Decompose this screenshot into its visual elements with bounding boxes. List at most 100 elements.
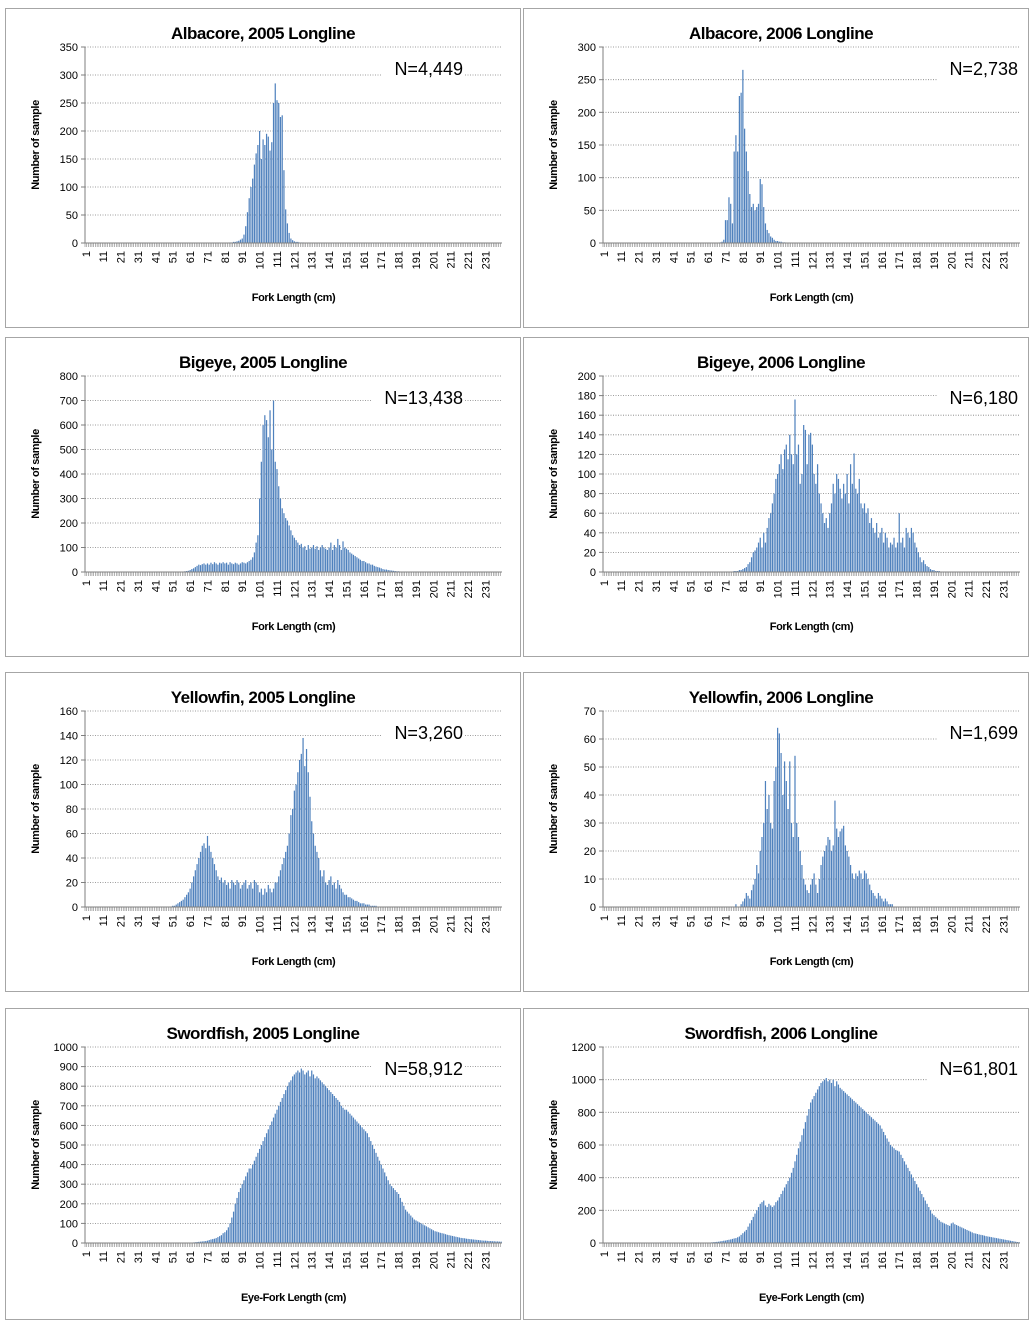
- bar: [375, 1152, 377, 1243]
- bar: [940, 1221, 942, 1243]
- x-tick-label: 91: [755, 580, 767, 592]
- bar: [995, 1238, 998, 1243]
- bar: [775, 478, 777, 572]
- x-tick-label: 211: [964, 915, 976, 933]
- bar: [737, 1237, 739, 1243]
- x-tick-label: 41: [150, 1251, 162, 1263]
- bar: [375, 566, 377, 572]
- bar: [810, 1102, 812, 1243]
- x-tick-label: 171: [894, 915, 906, 933]
- bar: [312, 545, 315, 572]
- bar: [959, 1226, 961, 1243]
- x-tick-label: 161: [359, 580, 371, 598]
- bar: [794, 755, 796, 907]
- bar: [794, 399, 796, 572]
- bar: [882, 1131, 885, 1243]
- x-tick-label: 61: [185, 1251, 197, 1263]
- bar: [1002, 1239, 1005, 1243]
- bar: [290, 1080, 292, 1243]
- bar: [804, 884, 807, 907]
- x-tick-label: 21: [634, 1251, 646, 1263]
- bar: [285, 209, 287, 243]
- bar: [827, 837, 829, 907]
- bar: [810, 884, 812, 907]
- bar: [279, 117, 282, 243]
- bar: [768, 233, 770, 243]
- x-tick-label: 71: [720, 915, 732, 927]
- bar: [328, 547, 330, 572]
- y-tick-label: 80: [66, 804, 78, 816]
- y-tick-label: 60: [66, 829, 78, 841]
- bar: [443, 1233, 445, 1243]
- bar: [843, 1091, 845, 1243]
- bar: [231, 880, 233, 907]
- bar: [773, 493, 775, 572]
- x-tick-label: 211: [964, 1251, 976, 1269]
- bar: [743, 568, 746, 572]
- bar: [775, 767, 777, 907]
- bar: [757, 873, 760, 907]
- bar: [874, 1120, 876, 1243]
- bar: [764, 1205, 767, 1243]
- bar: [874, 895, 876, 907]
- bar: [933, 1215, 935, 1243]
- bar: [872, 1118, 874, 1243]
- x-tick-label: 141: [324, 580, 336, 598]
- bar: [724, 1240, 727, 1243]
- x-tick-label: 101: [773, 915, 785, 933]
- x-tick-label: 201: [946, 1251, 958, 1269]
- bar: [205, 1241, 207, 1243]
- bar: [990, 1237, 992, 1243]
- bar: [763, 532, 765, 572]
- bar: [337, 538, 339, 572]
- x-tick-label: 221: [981, 251, 993, 269]
- y-tick-label: 700: [60, 1101, 78, 1113]
- chart-title: Albacore, 2005 Longline: [171, 24, 355, 43]
- bar: [771, 503, 774, 572]
- x-tick-label: 71: [202, 1251, 214, 1263]
- bar: [422, 1224, 424, 1243]
- bar: [905, 527, 907, 572]
- x-tick-label: 111: [790, 251, 802, 268]
- bar: [843, 825, 845, 907]
- bar: [810, 432, 812, 572]
- x-tick-label: 191: [411, 580, 423, 598]
- bar: [832, 483, 834, 572]
- bar: [803, 425, 805, 572]
- bar: [846, 474, 848, 572]
- bar: [1009, 1240, 1012, 1243]
- x-tick-label: 121: [807, 251, 819, 269]
- bar: [757, 203, 760, 243]
- bar: [789, 434, 791, 572]
- y-tick-label: 600: [578, 1140, 596, 1152]
- bar: [314, 1078, 316, 1243]
- bar: [905, 1164, 907, 1243]
- bar: [265, 133, 268, 243]
- x-tick-label: 161: [877, 580, 889, 598]
- bar: [476, 1239, 478, 1243]
- bar: [825, 1078, 827, 1243]
- bar: [302, 547, 304, 572]
- bar: [283, 1094, 285, 1243]
- bar: [297, 772, 299, 907]
- bar: [495, 1241, 497, 1243]
- bar: [869, 523, 871, 572]
- bar: [340, 549, 342, 572]
- x-tick-label: 41: [668, 915, 680, 927]
- bar: [292, 809, 294, 907]
- bar: [248, 1168, 250, 1243]
- bar: [882, 542, 885, 572]
- bar: [872, 893, 874, 907]
- bar: [278, 1105, 280, 1243]
- bar: [264, 145, 266, 243]
- bar: [902, 1158, 904, 1243]
- y-tick-label: 1000: [54, 1042, 78, 1054]
- x-tick-label: 201: [946, 580, 958, 598]
- bar: [243, 562, 245, 572]
- y-tick-label: 250: [578, 75, 596, 87]
- bar: [321, 545, 323, 572]
- x-tick-label: 161: [877, 915, 889, 933]
- bar: [789, 1177, 791, 1243]
- bar: [307, 1070, 309, 1243]
